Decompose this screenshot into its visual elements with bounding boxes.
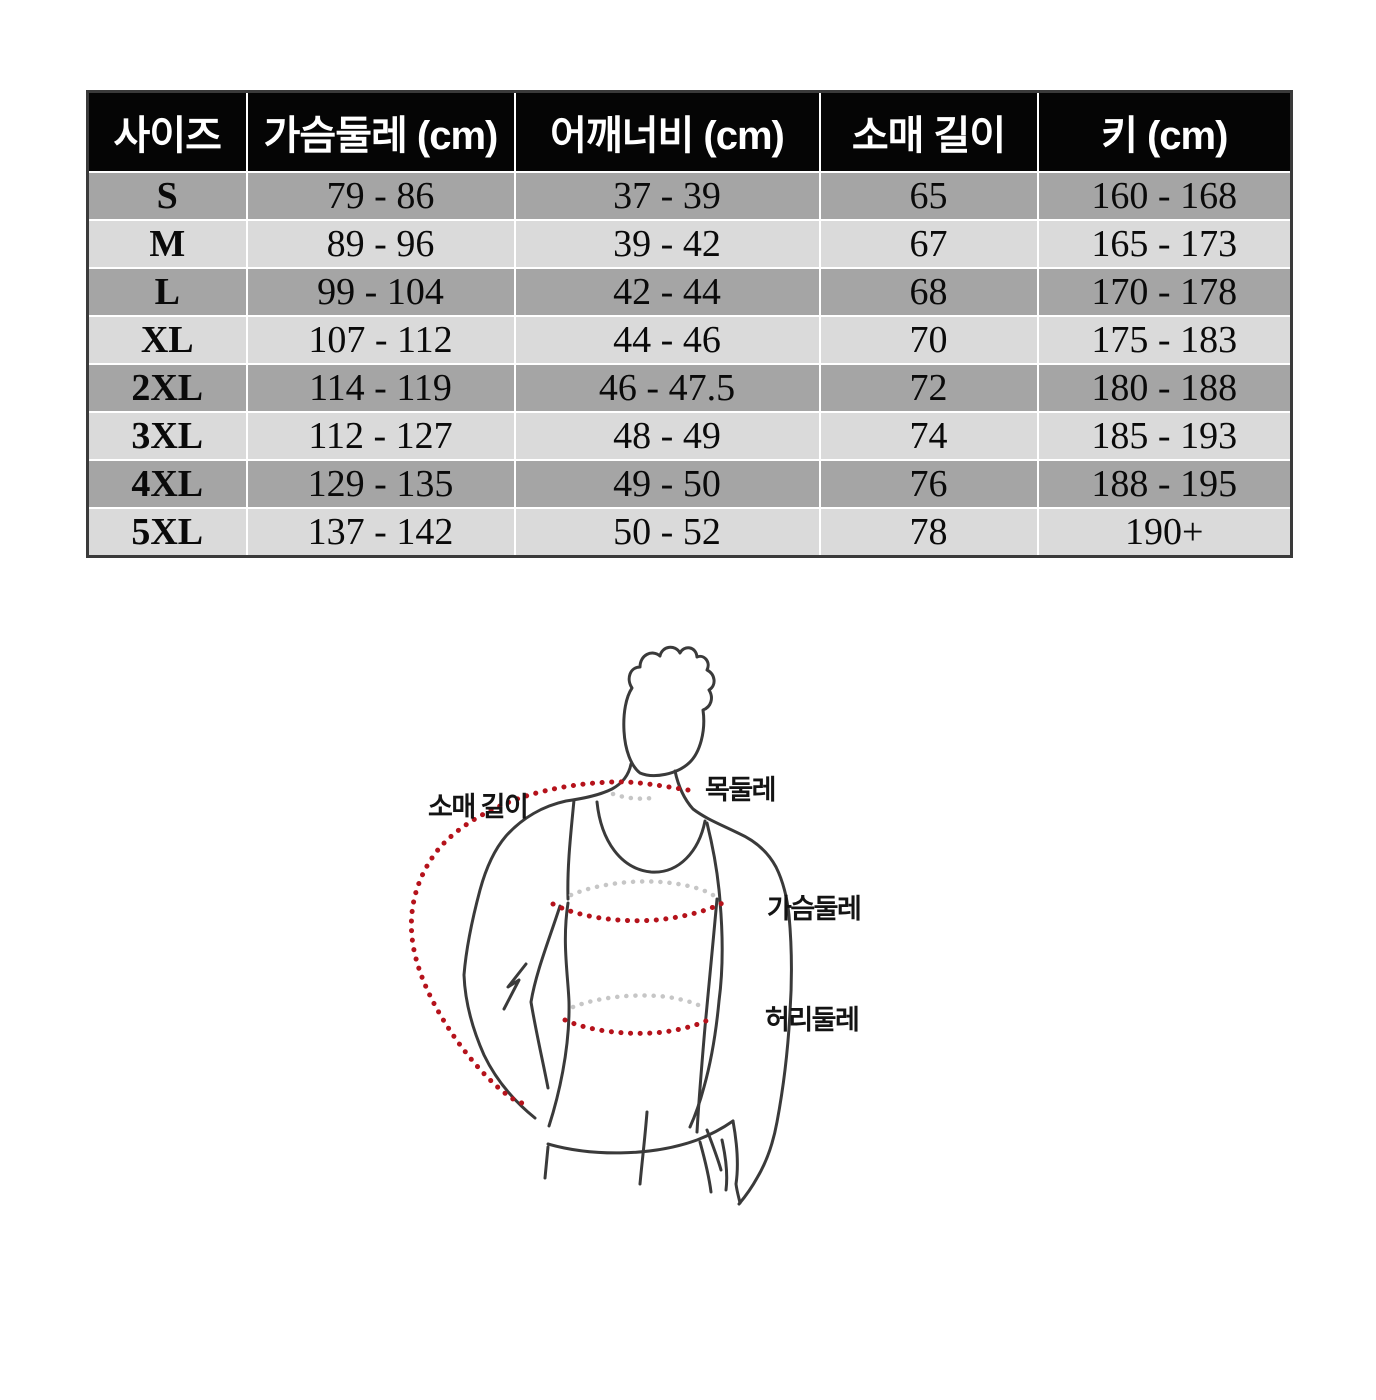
table-row: S 79 - 86 37 - 39 65 160 - 168	[86, 171, 1293, 221]
size-cell: XL	[86, 315, 248, 365]
value-cell: 129 - 135	[245, 459, 516, 509]
waist-guide-dots	[570, 993, 708, 1012]
table-row: XL 107 - 112 44 - 46 70 175 - 183	[86, 315, 1293, 365]
size-cell: 2XL	[86, 363, 248, 413]
value-cell: 107 - 112	[245, 315, 516, 365]
chest-guide-dots	[568, 879, 720, 901]
value-cell: 165 - 173	[1036, 219, 1293, 269]
size-cell: 4XL	[86, 459, 248, 509]
size-cell: S	[86, 171, 248, 221]
value-cell: 68	[818, 267, 1039, 317]
value-cell: 112 - 127	[245, 411, 516, 461]
value-cell: 46 - 47.5	[513, 363, 821, 413]
value-cell: 50 - 52	[513, 507, 821, 558]
value-cell: 114 - 119	[245, 363, 516, 413]
header-row: 사이즈 가슴둘레 (cm) 어깨너비 (cm) 소매 길이 키 (cm)	[86, 90, 1293, 173]
value-cell: 190+	[1036, 507, 1293, 558]
tanktop-right-seam-path	[695, 897, 719, 1134]
right-leg-path	[698, 1140, 713, 1194]
value-cell: 160 - 168	[1036, 171, 1293, 221]
chest-measure-dots	[550, 897, 731, 924]
table-row: L 99 - 104 42 - 44 68 170 - 178	[86, 267, 1293, 317]
column-header-sleeve: 소매 길이	[818, 90, 1039, 173]
value-cell: 42 - 44	[513, 267, 821, 317]
neck-and-sleeve-measure-dots	[408, 779, 691, 1108]
right-shoulder-arm-path	[673, 769, 793, 1206]
value-cell: 78	[818, 507, 1039, 558]
value-cell: 170 - 178	[1036, 267, 1293, 317]
value-cell: 180 - 188	[1036, 363, 1293, 413]
waist-measure-dots	[562, 1015, 715, 1036]
table-row: 4XL 129 - 135 49 - 50 76 188 - 195	[86, 459, 1293, 509]
value-cell: 188 - 195	[1036, 459, 1293, 509]
value-cell: 70	[818, 315, 1039, 365]
value-cell: 44 - 46	[513, 315, 821, 365]
left-shoulder-arm-path	[462, 762, 633, 1120]
neck-guide-dots	[610, 791, 660, 801]
value-cell: 185 - 193	[1036, 411, 1293, 461]
right-hand-path	[731, 1119, 742, 1205]
left-inner-arm-path	[529, 904, 562, 1090]
left-leg-path	[543, 1145, 550, 1180]
value-cell: 79 - 86	[245, 171, 516, 221]
right-finger-path	[720, 1138, 729, 1192]
size-cell: M	[86, 219, 248, 269]
red-measure-dots	[408, 779, 731, 1108]
chest-label: 가슴둘레	[767, 894, 862, 924]
value-cell: 65	[818, 171, 1039, 221]
value-cell: 67	[818, 219, 1039, 269]
value-cell: 72	[818, 363, 1039, 413]
crotch-line-path	[638, 1110, 649, 1186]
value-cell: 74	[818, 411, 1039, 461]
size-cell: L	[86, 267, 248, 317]
tanktop-neckline-path	[595, 800, 707, 874]
neck-label: 목둘레	[705, 775, 777, 805]
sleeve-length-label: 소매 길이	[428, 792, 529, 822]
elbow-crease-path	[502, 962, 528, 1011]
value-cell: 89 - 96	[245, 219, 516, 269]
column-header-height: 키 (cm)	[1036, 90, 1293, 173]
tanktop-hem-path	[546, 1119, 735, 1155]
gray-guide-dots	[568, 791, 720, 1012]
waist-label: 허리둘레	[765, 1005, 860, 1035]
head-path	[622, 645, 716, 778]
body-drawing	[408, 645, 793, 1206]
value-cell: 175 - 183	[1036, 315, 1293, 365]
table-row: M 89 - 96 39 - 42 67 165 - 173	[86, 219, 1293, 269]
table-row: 3XL 112 - 127 48 - 49 74 185 - 193	[86, 411, 1293, 461]
value-cell: 39 - 42	[513, 219, 821, 269]
column-header-shoulder: 어깨너비 (cm)	[513, 90, 821, 173]
value-cell: 37 - 39	[513, 171, 821, 221]
body-outline	[462, 645, 793, 1206]
value-cell: 76	[818, 459, 1039, 509]
size-chart-body: S 79 - 86 37 - 39 65 160 - 168 M 89 - 96 39 - 4…	[86, 171, 1293, 558]
tanktop-right-armhole-path	[705, 821, 722, 903]
column-header-chest: 가슴둘레 (cm)	[245, 90, 516, 173]
table-row: 2XL 114 - 119 46 - 47.5 72 180 - 188	[86, 363, 1293, 413]
value-cell: 99 - 104	[245, 267, 516, 317]
value-cell: 48 - 49	[513, 411, 821, 461]
size-cell: 5XL	[86, 507, 248, 558]
column-header-size: 사이즈	[86, 90, 248, 173]
value-cell: 137 - 142	[245, 507, 516, 558]
measurement-diagram: 소매 길이 목둘레 가슴둘레 허리둘레	[400, 620, 1100, 1240]
size-chart-table: 사이즈 가슴둘레 (cm) 어깨너비 (cm) 소매 길이 키 (cm) S 79…	[86, 90, 1293, 558]
size-chart-header: 사이즈 가슴둘레 (cm) 어깨너비 (cm) 소매 길이 키 (cm)	[86, 90, 1293, 173]
size-cell: 3XL	[86, 411, 248, 461]
table-row: 5XL 137 - 142 50 - 52 78 190+	[86, 507, 1293, 558]
tanktop-left-strap-path	[566, 798, 576, 901]
value-cell: 49 - 50	[513, 459, 821, 509]
right-thumb-path	[705, 1128, 723, 1172]
tanktop-left-seam-path	[547, 901, 571, 1128]
